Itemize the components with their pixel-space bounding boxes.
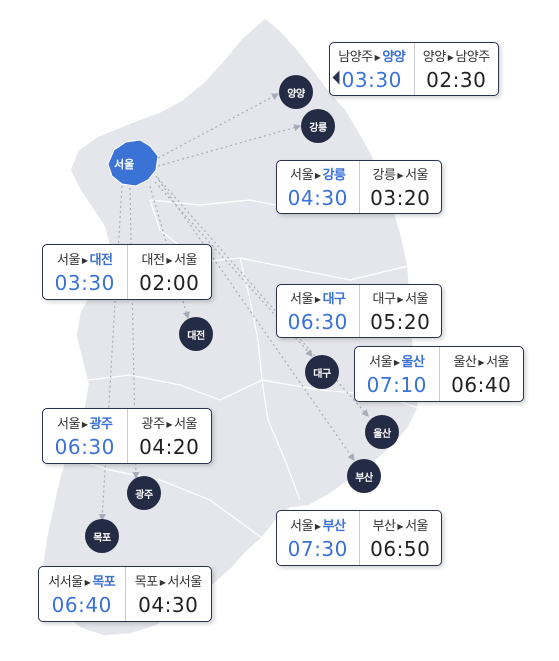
card-ulsan: 서울 ▶ 울산 07:10 울산 ▶ 서울 06:40 — [354, 346, 524, 402]
travel-time: 06:30 — [287, 310, 348, 334]
city-marker-daegu[interactable]: 대구 — [305, 355, 339, 389]
route-label: 서울 ▶ 대전 — [57, 253, 113, 268]
triangle-right-icon: ▶ — [314, 522, 321, 531]
route-label: 대전 ▶ 서울 — [141, 253, 198, 268]
route-label: 광주 ▶ 서울 — [141, 417, 198, 432]
triangle-right-icon: ▶ — [478, 358, 485, 367]
triangle-right-icon: ▶ — [447, 53, 454, 62]
route-label: 울산 ▶ 서울 — [453, 355, 510, 370]
triangle-right-icon: ▶ — [314, 171, 321, 180]
route-label: 서울 ▶ 부산 — [290, 519, 346, 534]
card-daegu: 서울 ▶ 대구 06:30 대구 ▶ 서울 05:20 — [276, 284, 442, 338]
card-gwangju: 서울 ▶ 광주 06:30 광주 ▶ 서울 04:20 — [42, 408, 212, 464]
city-marker-busan[interactable]: 부산 — [347, 459, 381, 493]
city-marker-gangneung[interactable]: 강릉 — [301, 109, 335, 143]
route-label: 강릉 ▶ 서울 — [372, 168, 429, 183]
triangle-right-icon: ▶ — [159, 578, 166, 587]
travel-time: 07:10 — [366, 373, 427, 397]
route-label: 남양주 ▶ 양양 — [338, 50, 406, 65]
travel-time: 06:40 — [451, 373, 512, 397]
city-marker-yangyang[interactable]: 양양 — [279, 75, 313, 109]
travel-time: 06:40 — [51, 593, 112, 617]
travel-time: 02:00 — [139, 271, 200, 295]
card-daejeon: 서울 ▶ 대전 03:30 대전 ▶ 서울 02:00 — [42, 244, 212, 300]
triangle-right-icon: ▶ — [314, 295, 321, 304]
travel-time: 05:20 — [370, 310, 431, 334]
route-label: 양양 ▶ 남양주 — [422, 50, 490, 65]
city-marker-gwangju[interactable]: 광주 — [127, 476, 161, 510]
route-label: 서울 ▶ 광주 — [57, 417, 113, 432]
seoul-region — [107, 139, 159, 187]
route-label: 서울 ▶ 대구 — [290, 292, 346, 307]
card-mokpo: 서서울 ▶ 목포 06:40 목포 ▶ 서서울 04:30 — [38, 566, 212, 622]
time-out: 03:30 — [341, 68, 402, 92]
travel-time: 03:20 — [370, 186, 431, 210]
city-label-seoul: 서울 — [114, 158, 135, 171]
card-busan: 서울 ▶ 부산 07:30 부산 ▶ 서울 06:50 — [276, 510, 442, 566]
travel-time: 04:20 — [139, 435, 200, 459]
city-marker-ulsan[interactable]: 울산 — [365, 415, 399, 449]
time-in: 02:30 — [426, 68, 487, 92]
card-gangneung: 서울 ▶ 강릉 04:30 강릉 ▶ 서울 03:20 — [276, 160, 442, 214]
triangle-right-icon: ▶ — [84, 578, 91, 587]
route-label: 부산 ▶ 서울 — [372, 519, 429, 534]
triangle-right-icon: ▶ — [166, 420, 173, 429]
triangle-right-icon: ▶ — [397, 522, 404, 531]
route-label: 대구 ▶ 서울 — [372, 292, 429, 307]
route-label: 서울 ▶ 강릉 — [290, 168, 346, 183]
travel-time: 04:30 — [287, 186, 348, 210]
route-label: 목포 ▶ 서서울 — [134, 575, 202, 590]
travel-time: 03:30 — [54, 271, 115, 295]
city-marker-daejeon[interactable]: 대전 — [179, 317, 213, 351]
route-label: 서울 ▶ 울산 — [369, 355, 425, 370]
triangle-right-icon: ▶ — [393, 358, 400, 367]
card-yangyang: 남양주 ▶ 양양 03:30 양양 ▶ 남양주 02:30 — [329, 42, 499, 96]
triangle-right-icon: ▶ — [81, 420, 88, 429]
triangle-right-icon: ▶ — [166, 256, 173, 265]
travel-time: 07:30 — [287, 537, 348, 561]
travel-time: 06:50 — [370, 537, 431, 561]
route-label: 서서울 ▶ 목포 — [48, 575, 116, 590]
city-marker-mokpo[interactable]: 목포 — [85, 519, 119, 553]
triangle-right-icon: ▶ — [374, 53, 381, 62]
triangle-right-icon: ▶ — [397, 171, 404, 180]
triangle-right-icon: ▶ — [81, 256, 88, 265]
triangle-right-icon: ▶ — [397, 295, 404, 304]
travel-time: 06:30 — [54, 435, 115, 459]
travel-time: 04:30 — [138, 593, 199, 617]
